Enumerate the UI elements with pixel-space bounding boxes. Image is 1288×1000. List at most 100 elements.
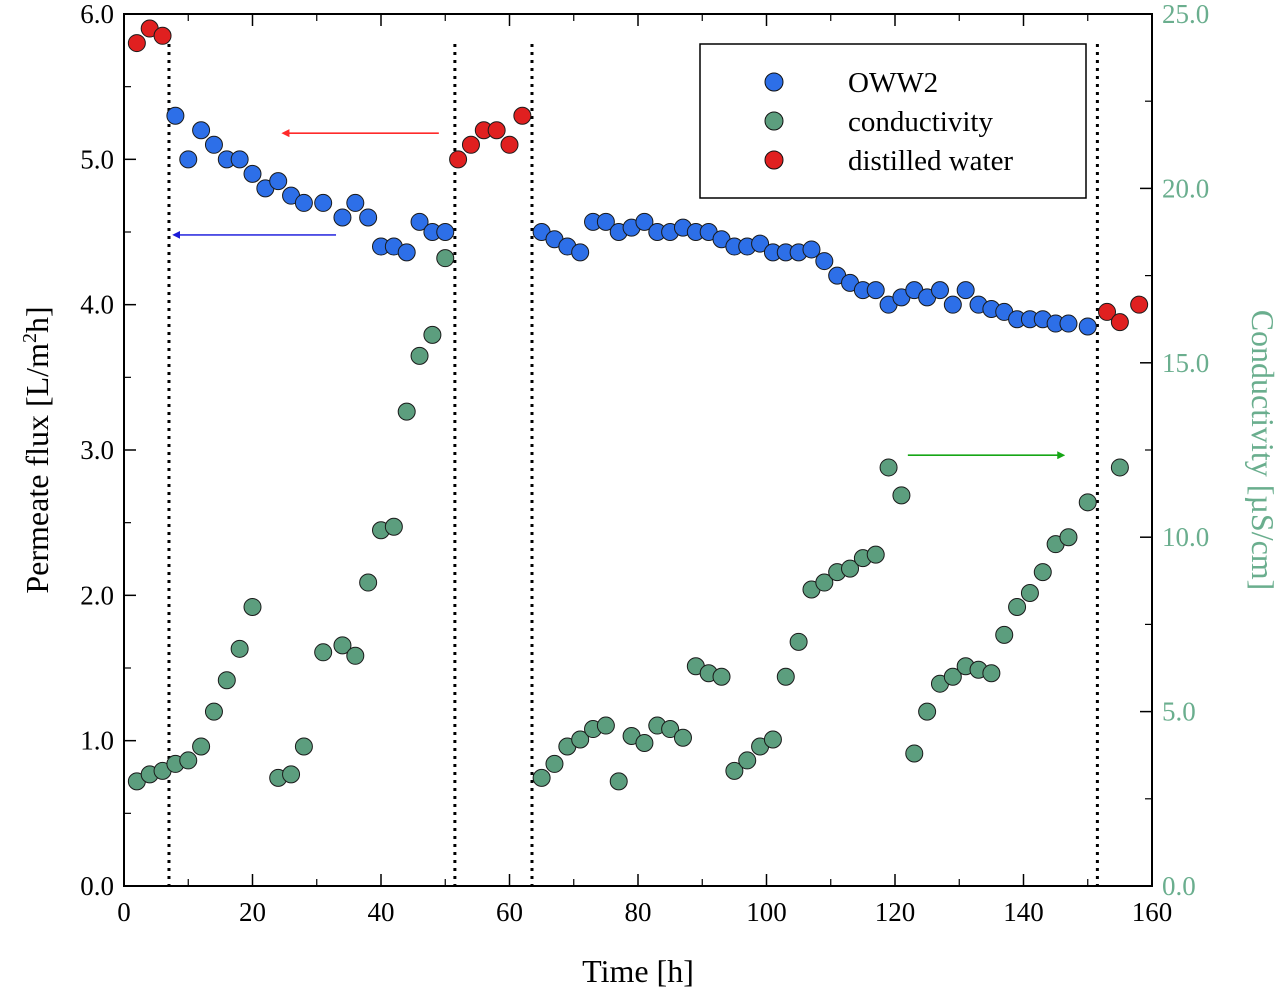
conductivity-point (982, 664, 1001, 683)
oww2-point (294, 193, 313, 212)
oww2-point (346, 193, 365, 212)
conductivity-point (1020, 584, 1039, 603)
conductivity-point (661, 720, 680, 739)
conductivity-point (1033, 563, 1052, 582)
conductivity-point (1008, 597, 1027, 616)
oww2-point (410, 212, 429, 231)
conductivity-point (763, 730, 782, 749)
oww2-point (436, 223, 455, 241)
axis-arrows (172, 129, 1066, 460)
y-right-tick-label: 0.0 (1162, 871, 1196, 901)
oww2-point (866, 281, 885, 300)
y-right-tick-label: 20.0 (1162, 173, 1209, 203)
x-tick-label: 20 (239, 897, 266, 927)
distilled-water-point (1110, 313, 1129, 332)
conductivity-point (712, 667, 731, 686)
conductivity-point (294, 737, 313, 756)
y-left-tick-label: 0.0 (80, 871, 114, 901)
conductivity-point (410, 346, 429, 365)
y-axis-left-title: Permeate flux [L/m2h] (19, 306, 55, 593)
legend-marker-distilled-water (764, 150, 784, 170)
distilled-water-point (1098, 302, 1117, 321)
x-axis-title: Time [h] (582, 953, 694, 989)
y-left-tick-label: 3.0 (80, 435, 114, 465)
distilled-water-point (449, 150, 468, 169)
conductivity-point (738, 751, 757, 770)
conductivity-point (179, 751, 198, 770)
oww2-point (359, 208, 378, 227)
oww2-point (815, 252, 834, 271)
y-right-tick-label: 25.0 (1162, 0, 1209, 29)
oww2-point (269, 172, 288, 191)
oww2-point (930, 281, 949, 300)
legend-marker-conductivity (764, 111, 784, 131)
conductivity-point (243, 597, 262, 616)
legend-marker-oww2 (764, 72, 784, 92)
conductivity-point (423, 325, 442, 344)
x-tick-label: 160 (1132, 897, 1173, 927)
conductivity-point (1110, 458, 1129, 477)
data-points (127, 19, 1149, 791)
distilled-water-point (127, 34, 146, 53)
oww2-point (192, 121, 211, 140)
y-right-tick-label: 5.0 (1162, 697, 1196, 727)
conductivity-point (596, 716, 615, 735)
conductivity-point (918, 702, 937, 721)
legend-label-oww2: OWW2 (848, 67, 938, 99)
oww2-point (596, 212, 615, 231)
conductivity-point (397, 402, 416, 421)
oww2-point (314, 193, 333, 212)
x-tick-label: 40 (368, 897, 395, 927)
distilled-water-point (500, 135, 519, 154)
y-left-tick-label: 1.0 (80, 726, 114, 756)
axis-ticks: 0 20 40 60 80 100 120 140 1600.01.02.03.04.05.06… (80, 0, 1209, 927)
conductivity-point (571, 730, 590, 749)
oww2-point (397, 243, 416, 262)
oww2-point (751, 234, 770, 253)
conductivity-point (943, 667, 962, 686)
conductivity-point (789, 632, 808, 651)
conductivity-point (879, 458, 898, 477)
oww2-point (179, 150, 198, 169)
conductivity-point (436, 249, 455, 268)
conductivity-point (282, 765, 301, 784)
y-right-tick-label: 10.0 (1162, 522, 1209, 552)
legend-label-distilled-water: distilled water (848, 145, 1013, 177)
distilled-water-point (153, 26, 172, 45)
x-tick-label: 140 (1003, 897, 1044, 927)
distilled-water-point (461, 135, 480, 154)
conductivity-point (995, 625, 1014, 644)
oww2-point (943, 295, 962, 314)
legend-label-conductivity: conductivity (848, 106, 993, 138)
conductivity-point (1078, 493, 1097, 512)
oww2-point (333, 208, 352, 227)
x-tick-label: 100 (746, 897, 787, 927)
conductivity-point (841, 559, 860, 578)
conductivity-point (1059, 528, 1078, 547)
y-left-tick-label: 5.0 (80, 144, 114, 174)
x-tick-label: 60 (496, 897, 523, 927)
conductivity-point (230, 639, 249, 658)
distilled-water-point (1130, 295, 1149, 314)
legend: OWW2 conductivity distilled water (699, 43, 1087, 199)
conductivity-point (725, 761, 744, 780)
conductivity-point (866, 545, 885, 564)
distilled-water-point (487, 121, 506, 140)
x-tick-label: 120 (875, 897, 916, 927)
distilled-water-point (513, 106, 532, 125)
conductivity-point (314, 643, 333, 662)
conductivity-point (532, 768, 551, 787)
conductivity-point (673, 728, 692, 747)
conductivity-point (333, 636, 352, 655)
conductivity-point (635, 733, 654, 752)
conductivity-point (217, 671, 236, 690)
conductivity-point (545, 754, 564, 773)
conductivity-point (892, 486, 911, 505)
oww2-point (635, 212, 654, 231)
conductivity-point (204, 702, 223, 721)
oww2-point (230, 150, 249, 169)
y-right-tick-label: 15.0 (1162, 348, 1209, 378)
oww2-point (204, 135, 223, 154)
oww2-point (1078, 317, 1097, 336)
